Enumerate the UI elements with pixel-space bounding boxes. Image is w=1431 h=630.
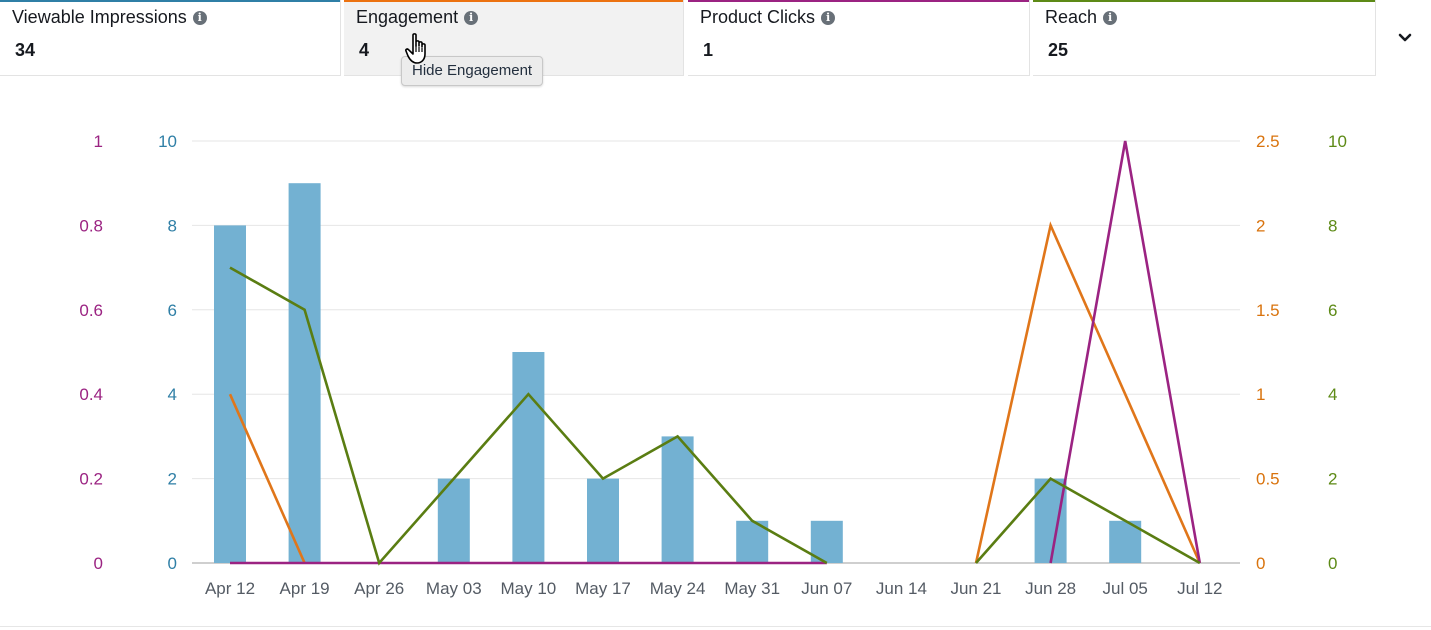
y-tick-label-reach: 8 xyxy=(1328,216,1337,235)
metric-value: 4 xyxy=(359,40,370,60)
y-tick-label-reach: 2 xyxy=(1328,470,1337,489)
bar xyxy=(512,352,545,563)
y-tick-label-reach: 6 xyxy=(1328,301,1337,320)
x-tick-label: Jun 14 xyxy=(876,579,927,598)
y-tick-label-impressions: 4 xyxy=(168,385,177,404)
metric-value: 25 xyxy=(1048,40,1069,60)
x-tick-label: Jun 28 xyxy=(1025,579,1076,598)
expand-metrics-button[interactable] xyxy=(1378,0,1431,76)
y-tick-label-reach: 10 xyxy=(1328,132,1347,151)
metric-name: Viewable Impressions i xyxy=(12,7,207,28)
series-line xyxy=(975,476,1201,565)
metric-name: Reach i xyxy=(1045,7,1118,28)
bar xyxy=(288,183,321,563)
metric-tab-reach[interactable]: Reach i 25 xyxy=(1033,0,1376,76)
x-tick-label: May 03 xyxy=(426,579,482,598)
metric-color-bar xyxy=(688,0,1029,2)
chevron-down-icon xyxy=(1398,33,1411,42)
y-tick-label-clicks: 0.6 xyxy=(79,301,103,320)
x-tick-label: Apr 19 xyxy=(280,579,330,598)
y-tick-label-engagement: 1.5 xyxy=(1256,301,1280,320)
x-tick-label: Jul 12 xyxy=(1177,579,1222,598)
metric-label: Viewable Impressions xyxy=(12,7,187,27)
y-tick-label-clicks: 0.8 xyxy=(79,216,103,235)
y-tick-label-impressions: 0 xyxy=(168,554,177,573)
metric-label: Reach xyxy=(1045,7,1098,27)
y-tick-label-clicks: 0.4 xyxy=(79,385,103,404)
metric-name: Engagement i xyxy=(356,7,479,28)
bar xyxy=(661,436,694,563)
metric-tab-viewable-impressions[interactable]: Viewable Impressions i 34 xyxy=(0,0,341,76)
x-tick-label: Jun 21 xyxy=(950,579,1001,598)
series-line xyxy=(974,221,1201,564)
divider xyxy=(0,626,1431,627)
x-tick-label: May 10 xyxy=(501,579,557,598)
x-tick-label: May 17 xyxy=(575,579,631,598)
bar xyxy=(587,478,619,563)
y-tick-label-clicks: 1 xyxy=(94,132,103,151)
metric-name: Product Clicks i xyxy=(700,7,836,28)
combo-chart: 00.20.40.60.81024681000.511.522.50246810… xyxy=(79,132,1347,598)
y-tick-label-impressions: 10 xyxy=(158,132,177,151)
x-tick-label: Jun 07 xyxy=(801,579,852,598)
y-tick-label-engagement: 0.5 xyxy=(1256,470,1280,489)
y-tick-label-clicks: 0.2 xyxy=(79,470,103,489)
x-tick-label: Apr 26 xyxy=(354,579,404,598)
metric-tab-product-clicks[interactable]: Product Clicks i 1 xyxy=(688,0,1030,76)
x-tick-label: Jul 05 xyxy=(1103,579,1148,598)
x-tick-label: Apr 12 xyxy=(205,579,255,598)
y-tick-label-reach: 4 xyxy=(1328,385,1337,404)
bar xyxy=(1034,478,1067,563)
metric-value: 34 xyxy=(15,40,36,60)
series-line xyxy=(229,266,828,566)
info-icon[interactable]: i xyxy=(821,10,836,25)
tooltip: Hide Engagement xyxy=(401,56,544,86)
info-icon[interactable]: i xyxy=(464,10,479,25)
series-line xyxy=(228,393,306,564)
x-tick-label: May 24 xyxy=(650,579,706,598)
hand-pointer-icon xyxy=(405,33,426,64)
metric-color-bar xyxy=(344,0,683,2)
y-tick-label-engagement: 2 xyxy=(1256,216,1265,235)
info-icon[interactable]: i xyxy=(192,10,207,25)
y-tick-label-impressions: 6 xyxy=(168,301,177,320)
info-icon[interactable]: i xyxy=(1103,10,1118,25)
metric-color-bar xyxy=(1033,0,1375,2)
metric-color-bar xyxy=(0,0,340,2)
y-tick-label-impressions: 8 xyxy=(168,216,177,235)
y-tick-label-impressions: 2 xyxy=(168,470,177,489)
metric-label: Engagement xyxy=(356,7,459,27)
y-tick-label-engagement: 2.5 xyxy=(1256,132,1280,151)
x-tick-label: May 31 xyxy=(724,579,780,598)
y-tick-label-engagement: 0 xyxy=(1256,554,1265,573)
metric-label: Product Clicks xyxy=(700,7,816,27)
metric-value: 1 xyxy=(703,40,714,60)
series-line xyxy=(1049,140,1202,564)
y-tick-label-engagement: 1 xyxy=(1256,385,1265,404)
metric-tabs: Viewable Impressions i 34 Engagement i 4… xyxy=(0,0,1431,78)
y-tick-label-clicks: 0 xyxy=(94,554,103,573)
y-tick-label-reach: 0 xyxy=(1328,554,1337,573)
bar xyxy=(437,478,470,563)
